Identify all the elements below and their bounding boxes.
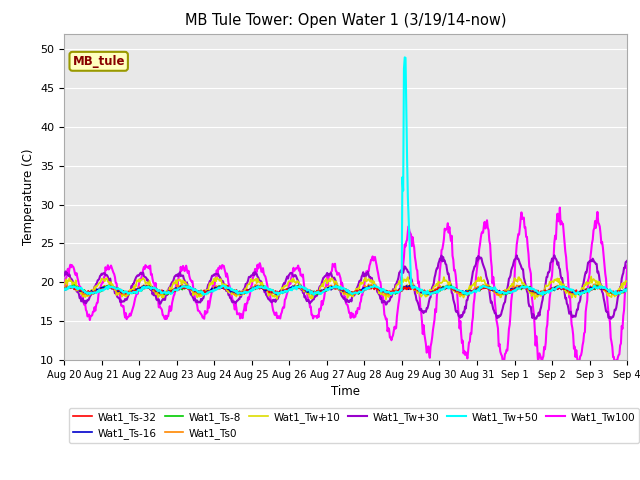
Wat1_Ts-16 (273, 291, 280, 297)
Wat1_Tw+50 (60, 287, 68, 293)
Wat1_Ts-8 (431, 290, 439, 296)
Wat1_Tw+50 (623, 287, 631, 293)
Wat1_Ts-8 (129, 290, 137, 296)
Wat1_Tw+10 (623, 279, 631, 285)
Wat1_Tw100 (431, 317, 438, 323)
Wat1_Ts-32 (224, 283, 232, 288)
Wat1_Ts-8 (415, 287, 422, 292)
Line: Wat1_Tw+50: Wat1_Tw+50 (64, 58, 627, 295)
Wat1_Tw100 (556, 205, 564, 211)
Wat1_Ts-16 (60, 286, 68, 292)
Wat1_Ts0 (415, 288, 422, 294)
Title: MB Tule Tower: Open Water 1 (3/19/14-now): MB Tule Tower: Open Water 1 (3/19/14-now… (185, 13, 506, 28)
Wat1_Ts-16 (70, 286, 78, 292)
Wat1_Ts-16 (128, 289, 136, 295)
Wat1_Tw+10 (128, 287, 136, 293)
Line: Wat1_Ts-16: Wat1_Ts-16 (64, 286, 627, 294)
Wat1_Ts-8 (60, 287, 68, 292)
Line: Wat1_Ts0: Wat1_Ts0 (64, 284, 627, 296)
Wat1_Ts-8 (71, 284, 79, 289)
Wat1_Tw+30 (414, 300, 422, 306)
Wat1_Ts-32 (128, 289, 136, 295)
Wat1_Tw+50 (577, 292, 584, 298)
Wat1_Ts-32 (60, 287, 68, 292)
Wat1_Tw+10 (415, 289, 422, 295)
Wat1_Tw+30 (532, 316, 540, 322)
Wat1_Ts0 (60, 286, 68, 292)
Wat1_Tw+10 (382, 297, 390, 302)
Wat1_Ts0 (70, 284, 78, 290)
Wat1_Ts-16 (406, 283, 413, 288)
Line: Wat1_Tw+30: Wat1_Tw+30 (64, 255, 627, 319)
Wat1_Ts-8 (70, 282, 78, 288)
X-axis label: Time: Time (331, 385, 360, 398)
Wat1_Ts-32 (186, 286, 193, 292)
Wat1_Tw+50 (401, 55, 408, 60)
Wat1_Tw+10 (60, 282, 68, 288)
Wat1_Ts-16 (416, 288, 424, 294)
Wat1_Tw+30 (70, 281, 78, 287)
Wat1_Tw+10 (431, 284, 439, 289)
Wat1_Tw100 (215, 266, 223, 272)
Wat1_Ts-16 (215, 285, 223, 291)
Wat1_Ts0 (331, 281, 339, 287)
Wat1_Ts-32 (431, 287, 439, 293)
Legend: Wat1_Ts-32, Wat1_Ts-16, Wat1_Ts-8, Wat1_Ts0, Wat1_Tw+10, Wat1_Tw+30, Wat1_Tw+50,: Wat1_Ts-32, Wat1_Ts-16, Wat1_Ts-8, Wat1_… (69, 408, 639, 443)
Wat1_Tw100 (414, 280, 422, 286)
Wat1_Tw+10 (588, 274, 595, 279)
Wat1_Ts-16 (186, 284, 193, 289)
Wat1_Ts-32 (215, 285, 223, 291)
Wat1_Tw100 (186, 273, 193, 279)
Wat1_Ts0 (215, 285, 223, 291)
Wat1_Tw+50 (70, 284, 78, 290)
Wat1_Ts-16 (432, 288, 440, 293)
Wat1_Ts-32 (415, 287, 422, 292)
Wat1_Tw+30 (215, 274, 223, 279)
Wat1_Ts-8 (465, 292, 472, 298)
Wat1_Tw+30 (431, 275, 438, 281)
Wat1_Ts0 (431, 286, 439, 292)
Wat1_Tw+50 (215, 285, 223, 290)
Wat1_Tw+50 (186, 286, 193, 291)
Y-axis label: Temperature (C): Temperature (C) (22, 148, 35, 245)
Wat1_Ts-8 (216, 285, 224, 291)
Line: Wat1_Tw+10: Wat1_Tw+10 (64, 276, 627, 300)
Wat1_Ts0 (128, 290, 136, 296)
Line: Wat1_Ts-32: Wat1_Ts-32 (64, 286, 627, 294)
Wat1_Ts-8 (186, 284, 194, 289)
Wat1_Tw+10 (70, 281, 78, 287)
Wat1_Tw+30 (550, 252, 558, 258)
Wat1_Tw+50 (431, 289, 439, 295)
Line: Wat1_Ts-8: Wat1_Ts-8 (64, 285, 627, 295)
Wat1_Tw+50 (128, 290, 136, 296)
Wat1_Tw+10 (215, 277, 223, 283)
Wat1_Ts0 (495, 293, 502, 299)
Wat1_Tw+50 (415, 286, 422, 292)
Wat1_Ts0 (623, 285, 631, 291)
Wat1_Tw100 (623, 263, 631, 268)
Wat1_Tw+30 (128, 284, 136, 290)
Wat1_Tw100 (128, 308, 136, 313)
Wat1_Ts-32 (70, 287, 78, 292)
Wat1_Tw100 (612, 365, 620, 371)
Wat1_Ts-8 (623, 287, 631, 292)
Wat1_Tw100 (60, 280, 68, 286)
Wat1_Ts-32 (615, 291, 623, 297)
Text: MB_tule: MB_tule (72, 55, 125, 68)
Line: Wat1_Tw100: Wat1_Tw100 (64, 208, 627, 368)
Wat1_Ts-32 (623, 287, 631, 292)
Wat1_Tw+10 (186, 284, 193, 289)
Wat1_Tw+30 (623, 258, 631, 264)
Wat1_Ts-16 (623, 286, 631, 291)
Wat1_Tw+30 (186, 287, 193, 293)
Wat1_Tw+30 (60, 273, 68, 278)
Wat1_Tw100 (70, 267, 78, 273)
Wat1_Ts0 (186, 285, 193, 291)
